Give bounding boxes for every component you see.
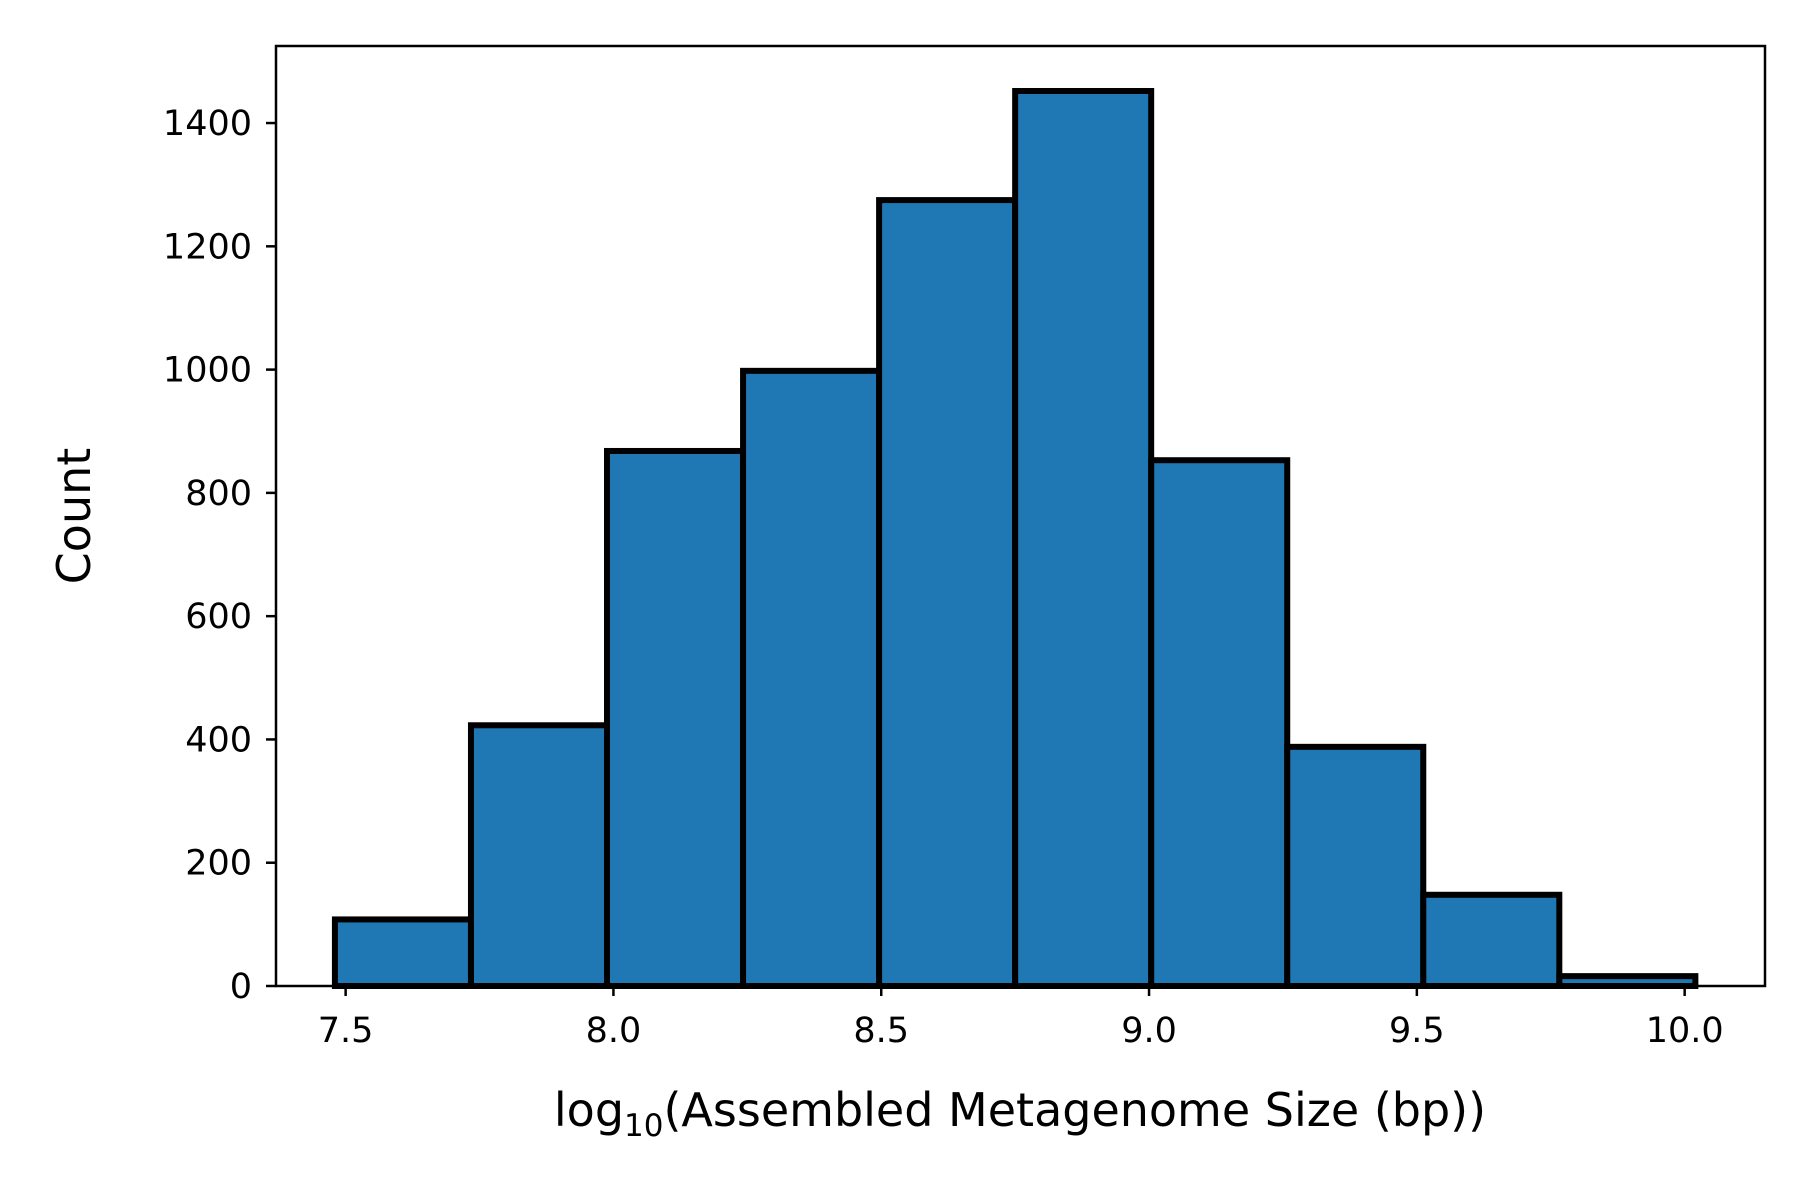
histogram-bar-3 (604, 447, 747, 989)
x-axis-label: log10(Assembled Metagenome Size (bp)) (554, 1083, 1486, 1144)
histogram-bar-9 (1420, 891, 1563, 989)
plot-frame (274, 44, 1767, 988)
y-tick-label: 200 (185, 844, 252, 884)
y-tick-label: 0 (230, 967, 252, 1007)
histogram-bar-6 (1012, 87, 1155, 990)
histogram-bar-5 (876, 197, 1019, 989)
x-axis-ticks: 7.5 8.0 8.5 9.0 9.5 10.0 (318, 986, 1724, 1051)
y-tick-label: 400 (185, 720, 252, 760)
bars-group (331, 87, 1699, 990)
y-tick-label: 1200 (163, 227, 252, 267)
y-tick-label: 1000 (163, 351, 252, 391)
x-tick-label: 10.0 (1646, 1011, 1724, 1051)
x-tick-label: 7.5 (318, 1011, 374, 1051)
y-axis-ticks: 0 200 400 600 800 1000 1200 1400 (163, 104, 276, 1007)
histogram-bar-10 (1556, 973, 1699, 989)
y-axis-label: Count (47, 448, 101, 585)
histogram-bar-8 (1284, 743, 1427, 990)
histogram-bar-7 (1148, 457, 1291, 990)
histogram-bar-4 (740, 367, 883, 989)
y-tick-label: 800 (185, 474, 252, 514)
histogram-bar-1 (331, 916, 474, 989)
histogram-bar-2 (467, 722, 611, 989)
x-tick-label: 8.5 (853, 1011, 909, 1051)
y-tick-label: 600 (185, 597, 252, 637)
y-tick-label: 1400 (163, 104, 252, 144)
x-tick-label: 9.0 (1121, 1011, 1177, 1051)
x-tick-label: 8.0 (586, 1011, 642, 1051)
x-tick-label: 9.5 (1389, 1011, 1445, 1051)
